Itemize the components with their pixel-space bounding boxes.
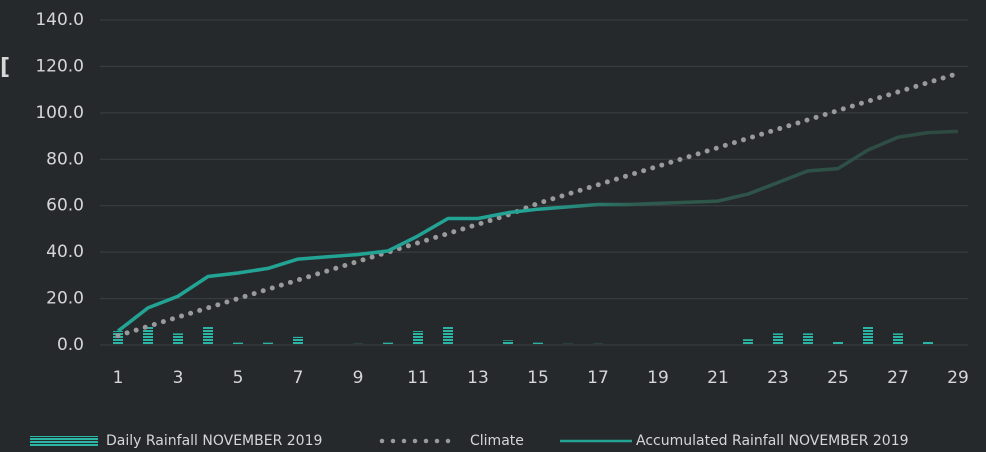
legend-label: Daily Rainfall NOVEMBER 2019 [106, 433, 322, 449]
legend-label: Climate [470, 433, 524, 449]
y-tick-label: 80.0 [46, 149, 84, 169]
bar [173, 333, 183, 345]
y-tick-label: 100.0 [35, 103, 84, 123]
legend: Daily Rainfall NOVEMBER 2019 Climate Accum… [30, 433, 909, 449]
bar [233, 342, 243, 345]
bar [833, 341, 843, 345]
y-tick-label: 40.0 [46, 242, 84, 262]
annotation: [ [0, 55, 10, 80]
bar [743, 339, 753, 345]
y-tick-label: 140.0 [35, 10, 84, 30]
x-tick-label: 15 [527, 368, 549, 388]
x-tick-label: 19 [647, 368, 669, 388]
bar [773, 333, 783, 345]
bar [203, 326, 213, 345]
y-tick-label: 0.0 [57, 335, 84, 355]
bar [893, 333, 903, 345]
x-tick-label: 1 [113, 368, 124, 388]
climate-line [115, 70, 961, 339]
bar [353, 343, 363, 345]
x-tick-label: 17 [587, 368, 609, 388]
x-tick-label: 29 [947, 368, 969, 388]
bar [563, 343, 573, 345]
bar [863, 326, 873, 345]
bar [323, 344, 333, 345]
bar [803, 333, 813, 345]
x-tick-label: 25 [827, 368, 849, 388]
bar [293, 336, 303, 345]
bar [533, 342, 543, 345]
bar [953, 344, 963, 345]
y-tick-label: 60.0 [46, 196, 84, 216]
bar [923, 341, 933, 345]
bar [383, 342, 393, 345]
y-tick-label: 20.0 [46, 289, 84, 309]
x-tick-label: 3 [173, 368, 184, 388]
x-tick-label: 11 [407, 368, 429, 388]
x-tick-label: 5 [233, 368, 244, 388]
bar [593, 343, 603, 345]
bar [503, 340, 513, 345]
legend-swatch [30, 436, 98, 446]
bar [263, 342, 273, 345]
y-tick-label: 120.0 [35, 56, 84, 76]
x-tick-label: 23 [767, 368, 789, 388]
x-tick-label: 9 [353, 368, 364, 388]
legend-label: Accumulated Rainfall NOVEMBER 2019 [636, 433, 909, 449]
x-tick-label: 13 [467, 368, 489, 388]
bar [413, 331, 423, 345]
bar [143, 326, 153, 345]
bar [683, 344, 693, 345]
bar [443, 326, 453, 345]
x-tick-label: 27 [887, 368, 909, 388]
x-tick-label: 21 [707, 368, 729, 388]
accumulated-line [116, 129, 959, 333]
x-tick-label: 7 [293, 368, 304, 388]
